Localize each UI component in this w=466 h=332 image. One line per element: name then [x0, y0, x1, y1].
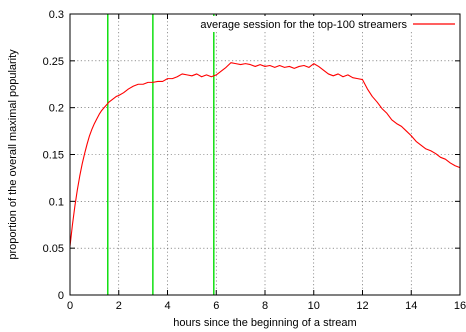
y-tick-label: 0.15: [43, 150, 64, 162]
y-tick-label: 0.05: [43, 243, 64, 255]
y-axis-title: proportion of the overall maximal popula…: [7, 49, 19, 260]
y-tick-label: 0.3: [49, 9, 64, 21]
x-tick-labels: 0 2 4 6 8 10 12 14 16: [67, 300, 466, 312]
x-tick-label: 12: [356, 300, 368, 312]
grid: [70, 14, 460, 295]
y-tick-label: 0.2: [49, 103, 64, 115]
x-tick-label: 16: [454, 300, 466, 312]
y-tick-label: 0.25: [43, 56, 64, 68]
x-tick-label: 4: [164, 300, 170, 312]
x-tick-label: 2: [116, 300, 122, 312]
x-axis-title: hours since the beginning of a stream: [173, 317, 356, 329]
legend-background: [176, 16, 458, 32]
x-tick-label: 0: [67, 300, 73, 312]
x-tick-label: 10: [308, 300, 320, 312]
series-line: [69, 62, 461, 247]
legend-label: average session for the top-100 streamer…: [200, 19, 407, 31]
y-tick-labels: 0 0.05 0.1 0.15 0.2 0.25 0.3: [43, 9, 64, 302]
x-tick-label: 6: [213, 300, 219, 312]
y-tick-label: 0.1: [49, 196, 64, 208]
legend: average session for the top-100 streamer…: [176, 16, 458, 32]
y-tick-label: 0: [58, 290, 64, 302]
vertical-markers: [107, 14, 215, 295]
x-tick-label: 14: [405, 300, 417, 312]
series-layer: [69, 62, 461, 247]
x-tick-label: 8: [262, 300, 268, 312]
